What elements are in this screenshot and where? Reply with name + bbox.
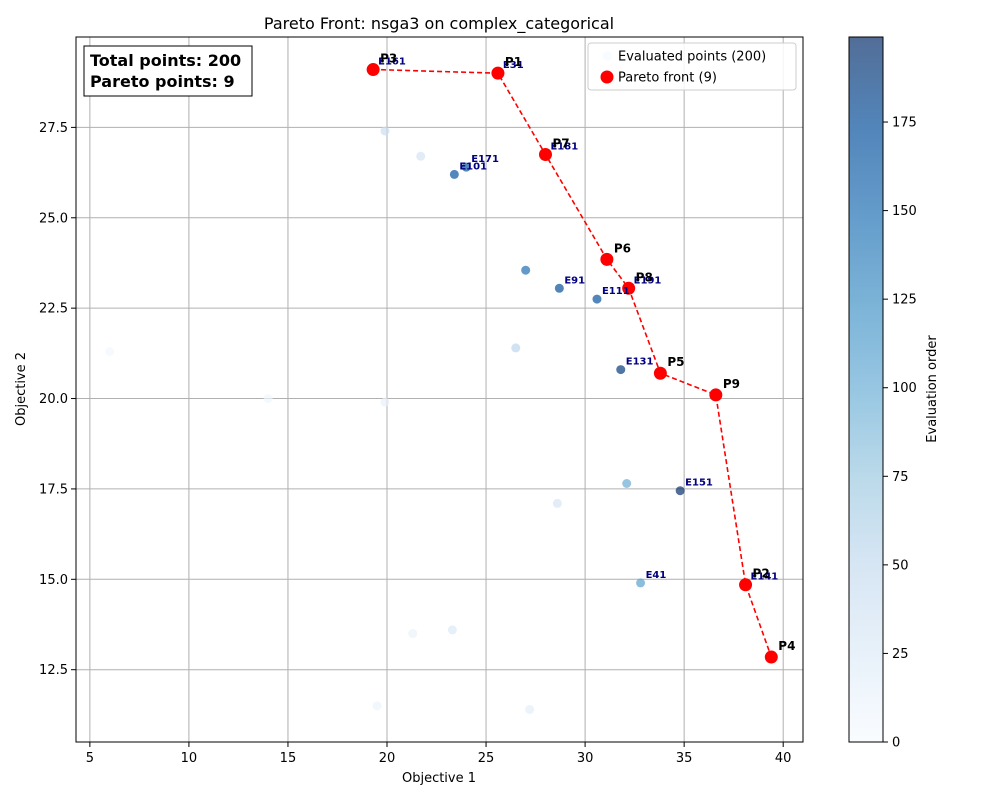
x-tick-label: 30	[577, 751, 594, 766]
x-tick-label: 25	[478, 751, 495, 766]
pareto-point	[538, 148, 552, 161]
pareto-point-label: P9	[723, 377, 740, 391]
colorbar-tick-label: 150	[892, 204, 917, 219]
y-tick-label: 25.0	[39, 211, 68, 226]
pareto-point-label: P1	[505, 55, 522, 69]
legend-frame	[587, 42, 797, 91]
pareto-point	[366, 63, 380, 77]
stats-box: Total points: 200 Pareto points: 9	[83, 45, 253, 97]
evaluated-point-label: E141	[751, 572, 779, 583]
pareto-point-label: P8	[636, 270, 653, 284]
point-labels: E31 E41 E91 E101 E111 E131 E141 E151 E161 E171 E18…	[378, 52, 795, 653]
colorbar-tick-label: 75	[892, 470, 909, 485]
evaluated-point-label: E191	[634, 275, 662, 286]
evaluated-point-label: E131	[626, 357, 654, 368]
pareto-point	[622, 281, 636, 295]
colorbar-gradient	[848, 36, 884, 743]
evaluated-point	[408, 629, 418, 639]
x-axis-label: Objective 1	[402, 771, 476, 786]
pareto-point-label: P3	[380, 52, 397, 66]
chart-title: Pareto Front: nsga3 on complex_categoric…	[264, 14, 614, 34]
evaluated-point-label: E161	[378, 57, 406, 68]
grid	[76, 37, 803, 742]
x-tick-label: 35	[676, 751, 693, 766]
evaluated-point-label: E31	[503, 60, 524, 71]
legend-marker-pareto	[600, 70, 614, 84]
legend: Evaluated points (200) Pareto front (9)	[587, 42, 797, 91]
evaluated-point	[372, 701, 382, 711]
evaluated-point-label: E171	[471, 154, 499, 165]
y-axis-ticks: 12.5 15.0 17.5 20.0 22.5 25.0 27.5	[39, 121, 76, 678]
evaluated-point	[447, 625, 457, 635]
y-tick-label: 12.5	[39, 663, 68, 678]
colorbar-tick-label: 125	[892, 293, 917, 308]
evaluated-point-label: E181	[550, 142, 578, 153]
evaluated-point	[554, 283, 564, 293]
evaluated-point-label: E41	[646, 570, 667, 581]
legend-marker-evaluated	[602, 51, 612, 61]
evaluated-point	[461, 162, 471, 172]
pareto-point-label: P7	[552, 137, 569, 151]
pareto-point	[764, 650, 778, 664]
pareto-point-label: P6	[614, 241, 631, 255]
x-tick-label: 40	[775, 751, 792, 766]
y-tick-label: 15.0	[39, 573, 68, 588]
y-tick-label: 27.5	[39, 121, 68, 136]
stats-total-points: Total points: 200	[90, 51, 241, 70]
colorbar-tick-label: 25	[892, 647, 909, 662]
colorbar-tick-label: 175	[892, 116, 917, 131]
colorbar-tick-label: 0	[892, 736, 900, 751]
evaluated-point	[552, 498, 562, 508]
evaluated-point-label: E151	[685, 478, 713, 489]
evaluated-point	[525, 704, 535, 714]
evaluated-point	[675, 486, 685, 496]
evaluated-point	[636, 578, 646, 588]
pareto-front-line	[373, 68, 773, 658]
pareto-point	[653, 366, 667, 380]
colorbar-label: Evaluation order	[925, 335, 940, 443]
legend-label-evaluated: Evaluated points (200)	[618, 50, 766, 65]
scatter-marks	[105, 63, 778, 714]
colorbar-tick-label: 50	[892, 558, 909, 573]
x-tick-label: 5	[86, 751, 94, 766]
x-tick-label: 10	[181, 751, 198, 766]
pareto-point	[491, 66, 505, 80]
evaluated-point	[449, 169, 459, 179]
pareto-point-label: P2	[753, 567, 770, 581]
pareto-point-label: P5	[667, 355, 684, 369]
evaluated-point	[105, 347, 115, 357]
evaluated-point	[592, 294, 602, 304]
legend-label-pareto: Pareto front (9)	[618, 71, 717, 86]
pareto-point-label: P4	[778, 639, 795, 653]
plot-frame	[75, 36, 804, 743]
y-tick-label: 17.5	[39, 482, 68, 497]
evaluated-point-label: E91	[564, 275, 585, 286]
evaluated-point	[380, 397, 390, 407]
colorbar: 0 25 50 75 100 125 150 175 Evaluation order	[848, 36, 940, 751]
y-tick-label: 20.0	[39, 392, 68, 407]
colorbar-tick-label: 100	[892, 381, 917, 396]
y-axis-label: Objective 2	[14, 352, 29, 426]
pareto-point	[739, 578, 753, 592]
y-tick-label: 22.5	[39, 302, 68, 317]
evaluated-point	[622, 479, 632, 488]
x-tick-label: 20	[379, 751, 396, 766]
pareto-point	[709, 388, 723, 402]
evaluated-point-label: E101	[459, 161, 487, 172]
evaluated-point-label: E111	[602, 286, 630, 297]
evaluated-point	[380, 126, 390, 136]
x-axis-ticks: 5 10 15 20 25 30 35 40	[86, 742, 792, 766]
x-tick-label: 15	[280, 751, 297, 766]
pareto-point	[600, 252, 614, 266]
stats-pareto-points: Pareto points: 9	[90, 72, 235, 91]
evaluated-point	[416, 151, 426, 161]
evaluated-point	[263, 394, 273, 404]
evaluated-point	[521, 265, 531, 275]
evaluated-point	[511, 343, 521, 353]
evaluated-point	[616, 365, 626, 375]
colorbar-ticks: 0 25 50 75 100 125 150 175	[883, 116, 917, 751]
